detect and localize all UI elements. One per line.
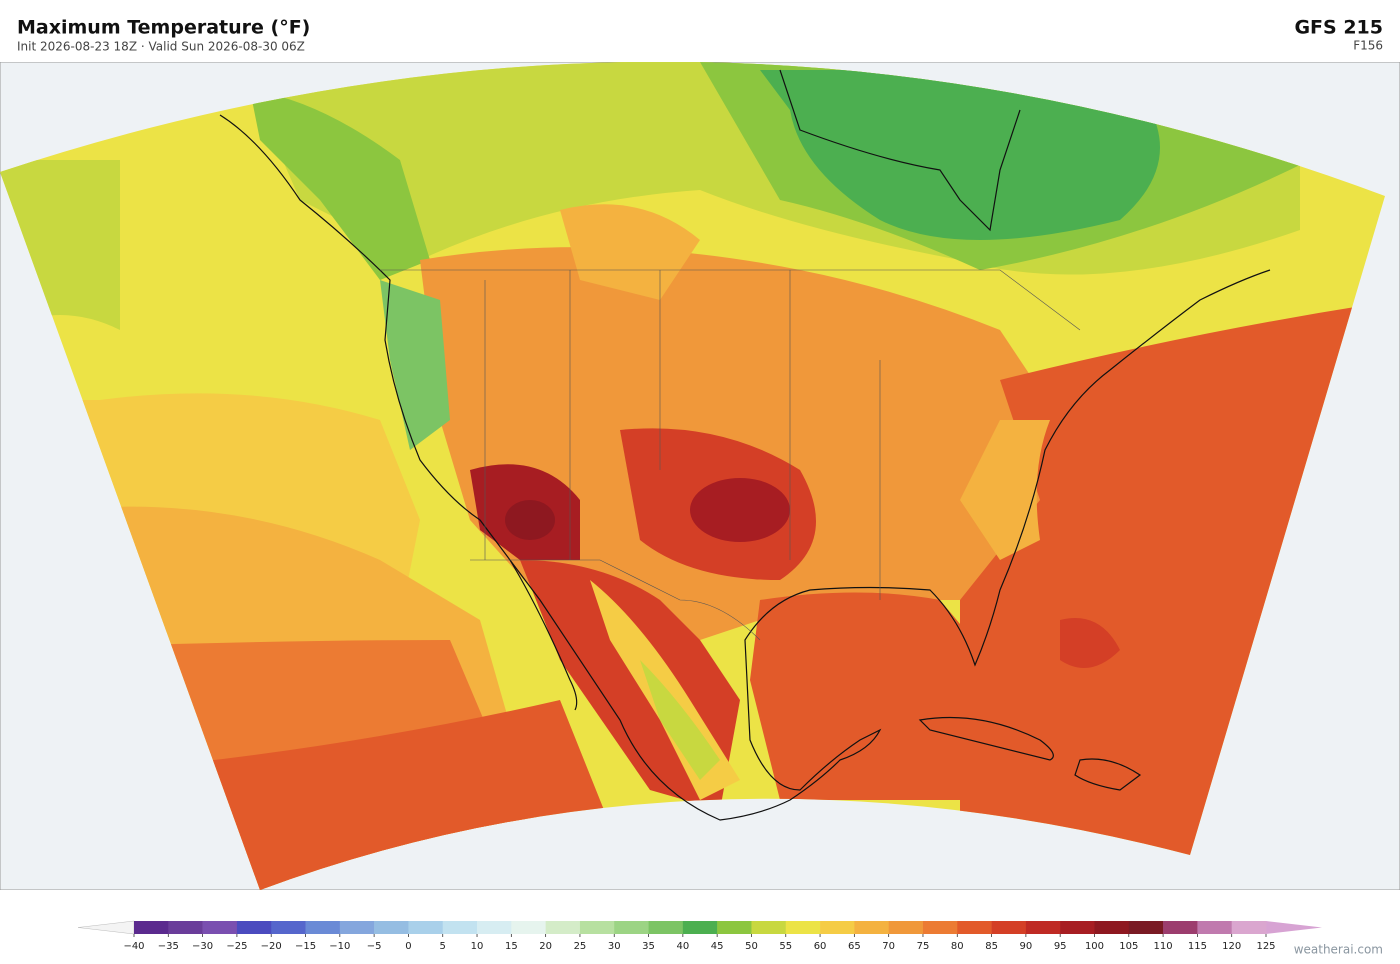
colorbar: −40 −35 −30 −25 −20 −15 −10 −5 0 5 10 15 20 25 30 35 40 4… — [77, 920, 1322, 952]
colorbar-swatch — [511, 921, 546, 934]
colorbar-tick-label: 20 — [539, 941, 552, 952]
colorbar-tick-label: −30 — [192, 941, 213, 952]
colorbar-swatch — [1163, 921, 1198, 934]
colorbar-swatch — [820, 921, 855, 934]
colorbar-swatch — [1060, 921, 1095, 934]
colorbar-tick-label: 110 — [1154, 941, 1173, 952]
colorbar-tick-label: 70 — [882, 941, 895, 952]
colorbar-swatch — [922, 921, 958, 934]
colorbar-over — [1266, 921, 1322, 934]
colorbar-tick-label: 105 — [1119, 941, 1138, 952]
colorbar-swatch — [648, 921, 684, 934]
colorbar-tick-label: 25 — [574, 941, 587, 952]
colorbar-tick-label: −25 — [226, 941, 247, 952]
colorbar-swatch — [134, 921, 169, 934]
colorbar-swatch — [1094, 921, 1130, 934]
colorbar-tick-label: 55 — [779, 941, 792, 952]
colorbar-swatch — [339, 921, 375, 934]
colorbar-tick-label: 45 — [711, 941, 724, 952]
colorbar-swatch — [374, 921, 409, 934]
colorbar-tick-label: 100 — [1085, 941, 1104, 952]
colorbar-tick-label: 10 — [471, 941, 484, 952]
colorbar-under — [77, 920, 135, 935]
colorbar-tick-label: 50 — [745, 941, 758, 952]
colorbar-swatch — [1128, 921, 1164, 934]
colorbar-tick-label: −20 — [261, 941, 282, 952]
colorbar-swatch — [1231, 921, 1267, 934]
colorbar-swatch — [854, 921, 889, 934]
subtitle: Init 2026-08-23 18Z · Valid Sun 2026-08-… — [17, 40, 305, 54]
colorbar-tick-label: 40 — [676, 941, 689, 952]
colorbar-tick-label: −40 — [123, 941, 144, 952]
colorbar-swatch — [271, 921, 306, 934]
colorbar-tick-label: 15 — [505, 941, 518, 952]
colorbar-swatch — [614, 921, 649, 934]
colorbar-swatch — [717, 921, 752, 934]
colorbar-swatch — [682, 921, 718, 934]
colorbar-tick-label: 125 — [1256, 941, 1275, 952]
colorbar-tick-label: 0 — [405, 941, 411, 952]
colorbar-tick-label: 5 — [440, 941, 446, 952]
colorbar-swatch — [442, 921, 478, 934]
colorbar-swatch — [202, 921, 238, 934]
colorbar-tick-label: 80 — [951, 941, 964, 952]
colorbar-swatch — [579, 921, 615, 934]
colorbar-swatch — [408, 921, 444, 934]
colorbar-tick-label: 60 — [814, 941, 827, 952]
colorbar-swatch — [168, 921, 203, 934]
colorbar-tick-label: 75 — [917, 941, 930, 952]
forecast-hour: F156 — [1353, 39, 1383, 53]
colorbar-tick-label: −5 — [367, 941, 382, 952]
colorbar-swatch — [1025, 921, 1061, 934]
colorbar-tick-label: 85 — [985, 941, 998, 952]
colorbar-swatch — [785, 921, 821, 934]
colorbar-swatch — [888, 921, 924, 934]
colorbar-tick-label: −15 — [295, 941, 316, 952]
colorbar-tick-label: 65 — [848, 941, 861, 952]
map — [0, 62, 1400, 890]
credit: weatherai.com — [1294, 943, 1383, 957]
colorbar-tick-label: 30 — [608, 941, 621, 952]
colorbar-tick-label: 115 — [1188, 941, 1207, 952]
model: GFS 215 — [1294, 17, 1383, 39]
colorbar-swatch — [545, 921, 581, 934]
colorbar-tick-label: −10 — [329, 941, 350, 952]
colorbar-swatch — [751, 921, 787, 934]
colorbar-tick-label: 95 — [1054, 941, 1067, 952]
colorbar-swatch — [1197, 921, 1232, 934]
colorbar-swatch — [991, 921, 1027, 934]
colorbar-swatch — [477, 921, 512, 934]
colorbar-tick-label: 90 — [1020, 941, 1033, 952]
colorbar-swatch — [236, 921, 272, 934]
colorbar-tick-label: −35 — [158, 941, 179, 952]
colorbar-swatch — [957, 921, 992, 934]
title: Maximum Temperature (°F) — [17, 17, 310, 39]
colorbar-tick-label: 35 — [642, 941, 655, 952]
colorbar-tick-label: 120 — [1222, 941, 1241, 952]
colorbar-swatch — [305, 921, 341, 934]
